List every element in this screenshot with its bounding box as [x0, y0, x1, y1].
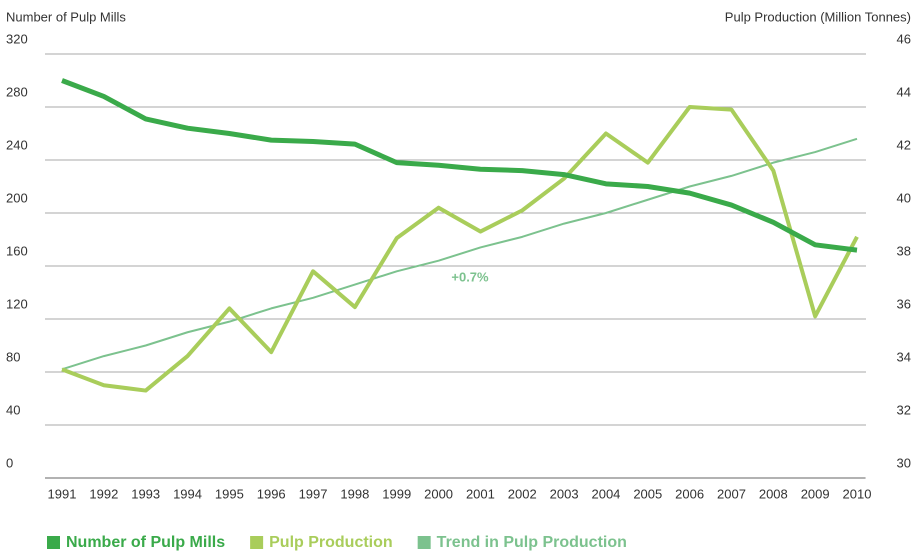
x-tick-label: 1997: [299, 486, 328, 501]
x-tick-label: 1998: [340, 486, 369, 501]
x-tick-label: 2001: [466, 486, 495, 501]
y-tick-label: 280: [6, 84, 28, 99]
y-tick-label: 240: [6, 137, 28, 152]
x-tick-label: 2006: [675, 486, 704, 501]
x-tick-label: 1999: [382, 486, 411, 501]
x-tick-label: 2007: [717, 486, 746, 501]
legend-label: Number of Pulp Mills: [66, 534, 225, 551]
x-tick-label: 1991: [48, 486, 77, 501]
y-tick-label: 0: [6, 455, 13, 470]
x-tick-label: 2002: [508, 486, 537, 501]
legend-swatch: [250, 536, 264, 549]
legend-label: Pulp Production: [269, 534, 393, 551]
series-line: [61, 137, 858, 371]
y2-tick-label: 30: [897, 455, 911, 470]
y-tick-label: 200: [6, 190, 28, 205]
y2-tick-label: 40: [897, 190, 911, 205]
y-tick-label: 120: [6, 296, 28, 311]
x-tick-label: 1996: [257, 486, 286, 501]
x-tick-label: 1995: [215, 486, 244, 501]
legend-swatch: [47, 536, 60, 549]
annotation: +0.7%: [451, 269, 489, 284]
legend-swatch: [417, 536, 431, 549]
x-tick-label: 2003: [550, 486, 579, 501]
x-tick-label: 2009: [801, 486, 830, 501]
y2-axis-title: Pulp Production (Million Tonnes): [725, 9, 911, 24]
y2-tick-label: 46: [897, 31, 911, 46]
x-tick-label: 2004: [591, 486, 620, 501]
x-tick-label: 2008: [759, 486, 788, 501]
x-tick-label: 2010: [843, 486, 872, 501]
y-tick-label: 40: [6, 402, 20, 417]
x-tick-label: 1994: [173, 486, 202, 501]
series-line: [61, 78, 858, 253]
y-tick-label: 80: [6, 349, 20, 364]
x-tick-label: 2005: [633, 486, 662, 501]
y2-tick-label: 42: [897, 137, 911, 152]
x-tick-label: 2000: [424, 486, 453, 501]
y2-tick-label: 34: [897, 349, 911, 364]
x-tick-label: 1992: [89, 486, 118, 501]
y-tick-label: 160: [6, 243, 28, 258]
y-tick-label: 320: [6, 31, 28, 46]
y2-tick-label: 36: [897, 296, 911, 311]
y-axis-title: Number of Pulp Mills: [6, 9, 126, 24]
y2-tick-label: 44: [897, 84, 911, 99]
y2-tick-label: 32: [897, 402, 911, 417]
y2-tick-label: 38: [897, 243, 911, 258]
legend-label: Trend in Pulp Production: [437, 534, 627, 551]
x-tick-label: 1993: [131, 486, 160, 501]
series-line: [61, 105, 859, 393]
